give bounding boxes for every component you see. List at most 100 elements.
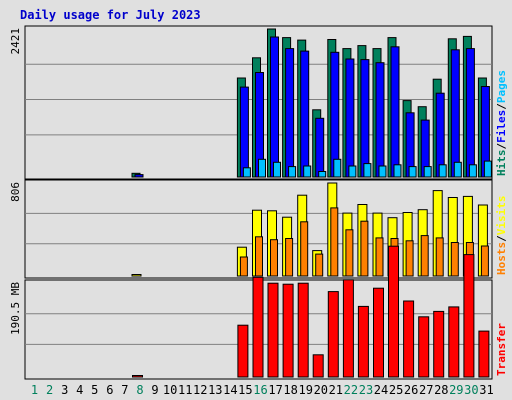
bar-transfer-day-29: [448, 306, 460, 378]
bar-files-day-17: [270, 36, 279, 178]
y-max-label: 2421: [9, 28, 22, 55]
legend-entry: /: [495, 103, 508, 110]
bar-transfer-day-17: [267, 282, 279, 378]
x-tick-label-day-21: 21: [329, 383, 343, 397]
x-tick-label-day-9: 9: [151, 383, 158, 397]
chart-title: Daily usage for July 2023: [20, 8, 201, 22]
bar-transfer-day-21: [327, 291, 339, 378]
bar-files-day-21: [330, 51, 340, 178]
legend-entry: Visits: [495, 196, 508, 236]
bar-pages-day-17: [273, 161, 281, 178]
legend-entry: /: [495, 143, 508, 150]
bar-transfer-day-22: [342, 279, 354, 378]
bar-hosts-day-24: [375, 237, 384, 277]
bar-visits-day-8: [131, 274, 142, 277]
x-tick-label-day-4: 4: [76, 383, 83, 397]
bar-hosts-day-15: [239, 256, 248, 277]
x-tick-label-day-29: 29: [449, 383, 463, 397]
bar-transfer-day-16: [252, 276, 264, 378]
x-tick-label-day-17: 17: [268, 383, 282, 397]
bar-transfer-day-19: [297, 282, 309, 378]
x-tick-label-day-24: 24: [374, 383, 388, 397]
x-tick-label-day-22: 22: [344, 383, 358, 397]
bar-transfer-day-20: [312, 354, 324, 378]
bar-files-day-29: [450, 49, 460, 178]
panel-transfer: 190.5 MB Transfer: [9, 245, 508, 380]
legend-entry: Hosts: [495, 242, 508, 275]
panel-visits_sites: 806 Hosts/Visits: [9, 179, 508, 279]
bar-files-day-25: [390, 46, 400, 178]
bar-transfer-day-23: [357, 305, 369, 378]
bar-pages-day-26: [408, 166, 417, 178]
bar-hosts-day-23: [360, 220, 369, 277]
x-tick-label-day-11: 11: [178, 383, 192, 397]
x-tick-label-day-5: 5: [91, 383, 98, 397]
bar-pages-day-23: [363, 163, 372, 178]
bar-pages-day-27: [423, 166, 432, 178]
bar-pages-day-25: [393, 164, 402, 178]
x-tick-label-day-2: 2: [46, 383, 53, 397]
bar-pages-day-16: [258, 158, 266, 178]
bar-transfer-day-27: [418, 316, 430, 378]
x-tick-label-day-12: 12: [193, 383, 207, 397]
bar-files-day-22: [345, 58, 355, 178]
bar-hosts-day-31: [480, 245, 489, 277]
y-max-label: 806: [9, 182, 22, 202]
legend-entry: Files: [495, 110, 508, 143]
legend-transfer: Transfer: [495, 323, 508, 376]
bar-hosts-day-17: [270, 239, 278, 277]
legend-hits_files_pages: Hits/Files/Pages: [495, 70, 508, 176]
x-tick-label-day-14: 14: [223, 383, 237, 397]
bar-transfer-day-28: [433, 310, 445, 378]
legend-entry: Transfer: [495, 323, 508, 376]
bar-hosts-day-18: [285, 238, 294, 277]
x-tick-label-day-1: 1: [31, 383, 38, 397]
bar-pages-day-24: [378, 165, 387, 178]
x-tick-label-day-19: 19: [298, 383, 312, 397]
bar-transfer-day-8: [132, 375, 143, 378]
legend-entry: Pages: [495, 70, 508, 103]
x-tick-label-day-31: 31: [479, 383, 493, 397]
bar-pages-day-21: [333, 158, 342, 178]
bar-pages-day-19: [303, 165, 312, 178]
bar-pages-day-18: [288, 166, 297, 178]
bar-transfer-day-24: [373, 287, 384, 378]
x-tick-label-day-13: 13: [208, 383, 222, 397]
bar-hosts-day-20: [315, 253, 324, 277]
bar-transfer-day-31: [478, 330, 490, 378]
bar-pages-day-31: [483, 160, 492, 178]
bar-transfer-day-30: [463, 254, 475, 378]
legend-entry: Hits: [495, 150, 508, 177]
bar-files-day-24: [375, 62, 385, 178]
x-tick-label-day-23: 23: [359, 383, 373, 397]
x-tick-label-day-7: 7: [121, 383, 128, 397]
bar-hosts-day-29: [450, 242, 459, 277]
x-tick-label-day-10: 10: [163, 383, 177, 397]
bar-files-day-23: [360, 59, 370, 178]
bar-transfer-day-18: [282, 283, 294, 378]
bar-files-day-8: [134, 174, 144, 178]
bar-hosts-day-21: [330, 207, 339, 277]
x-tick-label-day-6: 6: [106, 383, 113, 397]
legend-visits_sites: Hosts/Visits: [495, 196, 508, 276]
bar-files-day-18: [285, 48, 295, 178]
bar-pages-day-30: [468, 164, 477, 178]
x-tick-label-day-30: 30: [464, 383, 478, 397]
x-tick-label-day-26: 26: [404, 383, 418, 397]
x-tick-label-day-18: 18: [283, 383, 297, 397]
legend-entry: /: [495, 235, 508, 242]
bar-hosts-day-22: [345, 229, 354, 277]
x-tick-label-day-27: 27: [419, 383, 433, 397]
x-tick-label-day-20: 20: [314, 383, 328, 397]
x-tick-label-day-3: 3: [61, 383, 68, 397]
x-tick-label-day-15: 15: [238, 383, 252, 397]
bar-hosts-day-28: [435, 237, 444, 277]
bar-hosts-day-26: [405, 240, 414, 277]
bar-hosts-day-19: [300, 221, 309, 277]
bar-pages-day-28: [438, 164, 447, 178]
x-tick-label-day-25: 25: [389, 383, 403, 397]
bar-pages-day-22: [348, 165, 357, 178]
y-max-label: 190.5 MB: [9, 282, 22, 335]
